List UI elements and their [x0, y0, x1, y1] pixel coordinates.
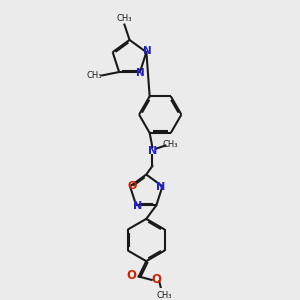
Text: N: N: [133, 201, 142, 211]
Text: O: O: [152, 273, 162, 286]
Text: CH₃: CH₃: [162, 140, 178, 149]
Text: O: O: [126, 269, 136, 282]
Text: N: N: [143, 46, 152, 56]
Text: CH₃: CH₃: [117, 14, 132, 23]
Text: N: N: [157, 182, 166, 192]
Text: CH₃: CH₃: [157, 291, 172, 300]
Text: N: N: [136, 68, 145, 78]
Text: O: O: [128, 181, 137, 191]
Text: CH₃: CH₃: [87, 71, 102, 80]
Text: N: N: [148, 146, 157, 156]
